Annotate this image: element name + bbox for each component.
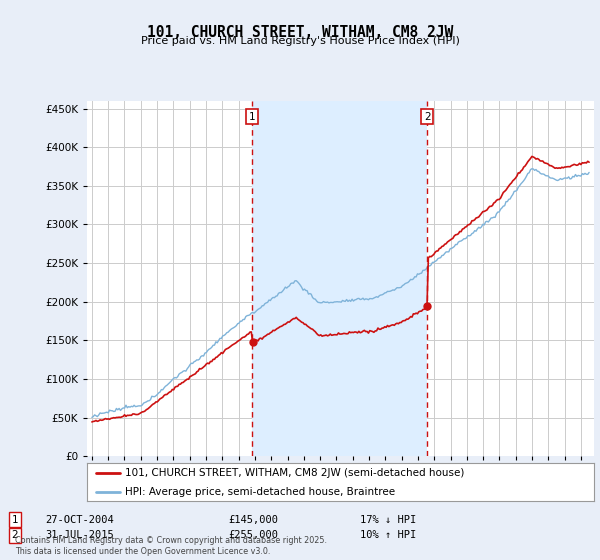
Text: Contains HM Land Registry data © Crown copyright and database right 2025.
This d: Contains HM Land Registry data © Crown c… <box>15 536 327 556</box>
Text: 101, CHURCH STREET, WITHAM, CM8 2JW (semi-detached house): 101, CHURCH STREET, WITHAM, CM8 2JW (sem… <box>125 468 464 478</box>
Text: 2: 2 <box>424 112 431 122</box>
Text: 101, CHURCH STREET, WITHAM, CM8 2JW: 101, CHURCH STREET, WITHAM, CM8 2JW <box>147 25 453 40</box>
Text: HPI: Average price, semi-detached house, Braintree: HPI: Average price, semi-detached house,… <box>125 487 395 497</box>
Text: 17% ↓ HPI: 17% ↓ HPI <box>360 515 416 525</box>
Text: 31-JUL-2015: 31-JUL-2015 <box>45 530 114 540</box>
Bar <box>252 101 427 456</box>
Text: £255,000: £255,000 <box>228 530 278 540</box>
Text: £145,000: £145,000 <box>228 515 278 525</box>
Text: 1: 1 <box>248 112 255 122</box>
Text: 27-OCT-2004: 27-OCT-2004 <box>45 515 114 525</box>
Text: Price paid vs. HM Land Registry's House Price Index (HPI): Price paid vs. HM Land Registry's House … <box>140 36 460 46</box>
Text: 1: 1 <box>11 515 19 525</box>
Text: 10% ↑ HPI: 10% ↑ HPI <box>360 530 416 540</box>
Text: 2: 2 <box>11 530 19 540</box>
